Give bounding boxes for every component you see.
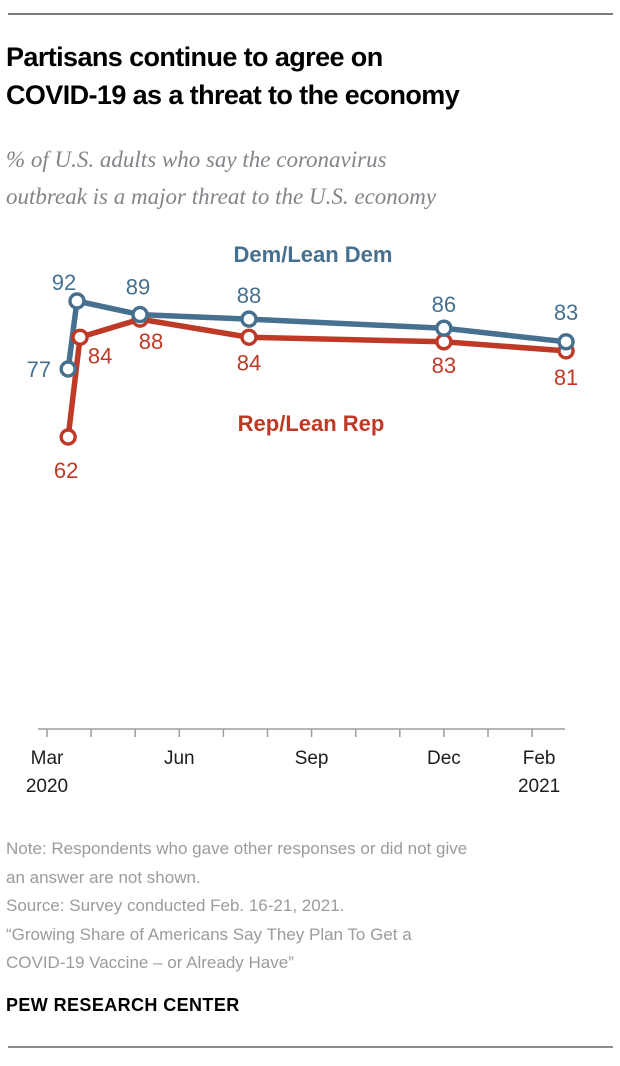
chart-title: Partisans continue to agree on COVID-19 …	[6, 38, 606, 114]
data-point-dem-3	[240, 310, 258, 328]
data-point-dem-0	[59, 360, 77, 378]
value-label-dem-1: 92	[52, 270, 76, 295]
bottom-divider	[8, 1046, 613, 1048]
series-line-rep	[65, 316, 569, 440]
data-point-dem-2	[131, 305, 149, 324]
chart-title-line-1: Partisans continue to agree on	[6, 42, 383, 72]
series-label-rep: Rep/Lean Rep	[238, 411, 385, 436]
series-label-dem: Dem/Lean Dem	[234, 242, 393, 267]
source-line: Source: Survey conducted Feb. 16-21, 202…	[6, 896, 345, 915]
value-label-dem-3: 88	[237, 283, 261, 308]
pew-research-center-wordmark: PEW RESEARCH CENTER	[6, 995, 240, 1015]
x-axis-year-label: 2021	[518, 776, 560, 797]
data-point-dem-5	[557, 333, 575, 351]
x-axis-label: Mar	[31, 748, 64, 769]
note-line-1: Note: Respondents who gave other respons…	[6, 839, 468, 858]
value-label-dem-2: 89	[126, 275, 150, 300]
data-point-rep-1	[71, 328, 89, 346]
chart-footnotes: Note: Respondents who gave other respons…	[6, 835, 614, 978]
report-title-line-2: COVID-19 Vaccine – or Already Have”	[6, 953, 294, 972]
x-axis-label: Feb	[523, 748, 556, 769]
report-title-line-1: “Growing Share of Americans Say They Pla…	[6, 924, 412, 944]
series-line-dem	[65, 298, 569, 372]
data-point-dem-4	[435, 319, 453, 337]
value-label-rep-0: 62	[54, 458, 78, 483]
chart-subtitle-line-1: % of U.S. adults who say the coronavirus	[6, 147, 387, 172]
x-axis-year-label: 2020	[26, 776, 68, 797]
data-point-dem-1	[68, 292, 86, 310]
x-axis-label: Dec	[427, 748, 461, 769]
chart-subtitle-line-2: outbreak is a major threat to the U.S. e…	[6, 184, 437, 209]
value-label-rep-1: 84	[88, 343, 112, 368]
value-label-rep-3: 84	[237, 350, 261, 375]
x-axis-label: Jun	[164, 748, 195, 769]
value-label-dem-0: 77	[27, 357, 51, 382]
value-label-rep-2: 88	[139, 329, 163, 354]
data-point-rep-3	[240, 328, 258, 346]
x-axis-label: Sep	[295, 748, 329, 769]
value-label-dem-5: 83	[554, 300, 578, 325]
note-line-2: an answer are not shown.	[6, 867, 201, 887]
value-label-dem-4: 86	[432, 292, 456, 317]
chart-subtitle: % of U.S. adults who say the coronavirus…	[6, 141, 614, 215]
top-divider	[8, 13, 613, 15]
value-label-rep-5: 81	[554, 365, 578, 390]
data-point-rep-0	[59, 428, 77, 446]
chart-title-line-2: COVID-19 as a threat to the economy	[6, 80, 460, 110]
value-label-rep-4: 83	[432, 353, 456, 378]
